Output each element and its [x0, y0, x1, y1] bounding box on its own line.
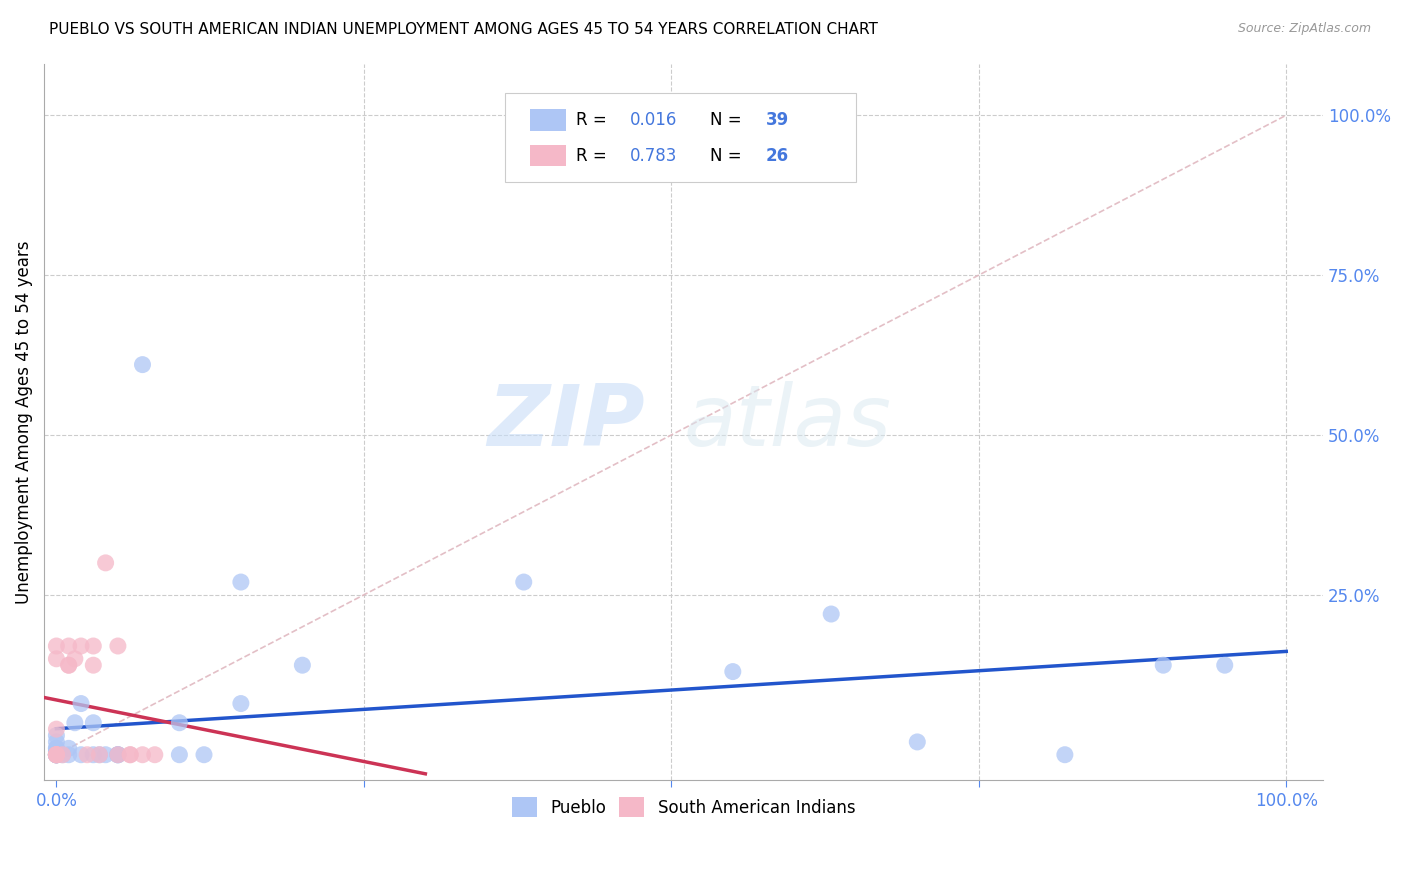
Point: [45, 747, 67, 762]
Point: [131, 358, 153, 372]
Point: [94, 747, 117, 762]
Point: [229, 697, 252, 711]
Point: [193, 747, 215, 762]
Y-axis label: Unemployment Among Ages 45 to 54 years: Unemployment Among Ages 45 to 54 years: [15, 241, 32, 604]
Point: [45, 639, 67, 653]
Point: [45, 741, 67, 756]
Text: Source: ZipAtlas.com: Source: ZipAtlas.com: [1237, 22, 1371, 36]
Point: [107, 747, 129, 762]
FancyBboxPatch shape: [505, 93, 856, 182]
Point: [45, 747, 67, 762]
Point: [1213, 658, 1236, 673]
Point: [107, 747, 129, 762]
Point: [89, 747, 111, 762]
Point: [120, 747, 142, 762]
Point: [58, 747, 80, 762]
Point: [169, 715, 191, 730]
Text: R =: R =: [576, 147, 612, 165]
Text: atlas: atlas: [683, 381, 891, 464]
Point: [63, 715, 86, 730]
Text: 0.783: 0.783: [630, 147, 678, 165]
Text: R =: R =: [576, 111, 612, 129]
Point: [82, 747, 104, 762]
Text: 39: 39: [765, 111, 789, 129]
Point: [1152, 658, 1174, 673]
Point: [45, 722, 67, 736]
Text: PUEBLO VS SOUTH AMERICAN INDIAN UNEMPLOYMENT AMONG AGES 45 TO 54 YEARS CORRELATI: PUEBLO VS SOUTH AMERICAN INDIAN UNEMPLOY…: [49, 22, 879, 37]
Point: [107, 747, 129, 762]
Point: [291, 658, 314, 673]
Point: [45, 745, 67, 759]
Point: [45, 747, 67, 762]
Point: [45, 747, 67, 762]
Point: [70, 697, 93, 711]
Legend: Pueblo, South American Indians: Pueblo, South American Indians: [503, 789, 863, 826]
Point: [45, 747, 67, 762]
FancyBboxPatch shape: [530, 109, 567, 130]
Text: 26: 26: [765, 147, 789, 165]
Text: ZIP: ZIP: [488, 381, 645, 464]
Point: [82, 658, 104, 673]
Point: [45, 652, 67, 666]
Point: [70, 639, 93, 653]
Point: [45, 747, 67, 762]
Point: [229, 575, 252, 590]
Point: [89, 747, 111, 762]
Point: [58, 639, 80, 653]
Point: [1053, 747, 1076, 762]
Point: [45, 747, 67, 762]
FancyBboxPatch shape: [530, 145, 567, 167]
Point: [58, 658, 80, 673]
Point: [82, 639, 104, 653]
Text: N =: N =: [710, 147, 748, 165]
Point: [70, 747, 93, 762]
Point: [45, 747, 67, 762]
Point: [45, 747, 67, 762]
Point: [45, 729, 67, 743]
Point: [45, 747, 67, 762]
Point: [51, 747, 73, 762]
Point: [58, 658, 80, 673]
Text: N =: N =: [710, 111, 748, 129]
Point: [45, 735, 67, 749]
Point: [721, 665, 744, 679]
Point: [120, 747, 142, 762]
Text: 0.016: 0.016: [630, 111, 678, 129]
Point: [131, 747, 153, 762]
Point: [45, 747, 67, 762]
Point: [82, 715, 104, 730]
Point: [76, 747, 98, 762]
Point: [94, 556, 117, 570]
Point: [107, 639, 129, 653]
Point: [63, 652, 86, 666]
Point: [143, 747, 166, 762]
Point: [905, 735, 928, 749]
Point: [513, 575, 536, 590]
Point: [169, 747, 191, 762]
Point: [51, 747, 73, 762]
Point: [45, 747, 67, 762]
Point: [45, 741, 67, 756]
Point: [820, 607, 842, 621]
Point: [107, 747, 129, 762]
Point: [58, 741, 80, 756]
